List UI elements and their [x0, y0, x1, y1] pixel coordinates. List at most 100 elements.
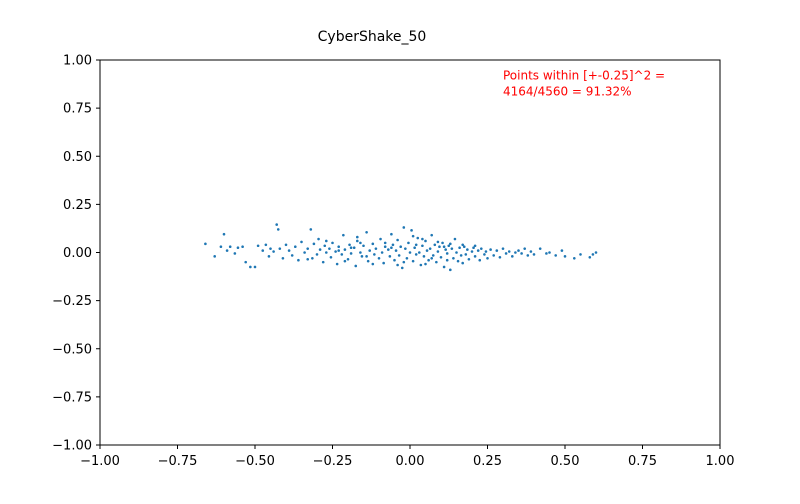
data-point	[276, 228, 280, 231]
data-point	[331, 241, 334, 245]
data-point	[424, 262, 427, 266]
x-axis: −1.00 −0.75 −0.50 −0.25 0.00 0.25 0.50 0.75 1.00	[80, 445, 734, 469]
data-point	[504, 252, 508, 255]
data-point	[579, 253, 582, 256]
data-point	[249, 265, 252, 269]
data-point	[431, 254, 435, 257]
data-point	[383, 241, 387, 245]
data-point	[430, 233, 434, 237]
x-tick-label: −1.00	[80, 454, 120, 469]
y-tick-label: −0.75	[52, 390, 92, 405]
data-point	[523, 247, 526, 250]
data-point	[492, 254, 496, 257]
data-point	[396, 263, 399, 267]
data-point	[377, 256, 381, 260]
data-point	[261, 249, 265, 252]
data-point	[294, 245, 297, 249]
data-point	[343, 248, 347, 251]
data-point	[383, 245, 387, 249]
data-point	[400, 266, 404, 270]
data-point	[495, 249, 499, 252]
data-point	[337, 245, 341, 249]
data-point	[456, 259, 460, 263]
data-point	[312, 242, 316, 246]
data-point	[476, 249, 480, 252]
data-point	[435, 260, 438, 264]
data-point	[368, 249, 372, 252]
data-point	[402, 226, 406, 229]
data-point	[467, 257, 471, 261]
data-point	[391, 243, 395, 247]
data-point	[517, 249, 520, 252]
data-point	[297, 258, 300, 262]
data-point	[256, 244, 260, 248]
data-point	[328, 247, 331, 250]
data-point	[287, 249, 291, 252]
data-point	[444, 248, 447, 251]
data-point	[315, 253, 319, 256]
y-tick-label: −0.50	[52, 342, 92, 357]
data-point	[374, 247, 378, 250]
data-point	[526, 254, 530, 257]
data-point	[325, 251, 328, 254]
x-tick-label: −0.50	[235, 454, 275, 469]
data-point	[484, 250, 488, 253]
data-point	[554, 254, 557, 257]
data-point	[563, 255, 567, 258]
data-point	[253, 265, 257, 269]
data-point	[470, 250, 474, 253]
y-tick-label: 0.00	[63, 246, 92, 261]
data-point	[416, 236, 420, 240]
data-point	[511, 255, 514, 258]
data-point	[424, 239, 427, 243]
data-point	[340, 253, 344, 256]
data-point	[228, 245, 232, 249]
data-point	[222, 232, 226, 236]
data-point	[410, 229, 413, 232]
data-point	[450, 247, 454, 250]
data-point	[236, 246, 240, 249]
data-point	[480, 247, 483, 250]
data-point	[483, 253, 486, 256]
data-point	[489, 248, 492, 251]
data-point	[349, 252, 353, 255]
data-point	[445, 258, 449, 262]
data-point	[507, 250, 511, 253]
data-point	[371, 242, 375, 246]
data-point	[343, 259, 347, 263]
data-point	[264, 243, 268, 247]
y-tick-label: 1.00	[63, 54, 92, 69]
data-point	[439, 256, 443, 259]
data-point	[342, 233, 345, 237]
data-point	[449, 242, 452, 246]
data-point	[458, 246, 461, 249]
data-point	[379, 237, 382, 241]
data-point	[335, 262, 339, 266]
data-point	[356, 235, 359, 239]
data-point	[359, 241, 362, 245]
data-point	[278, 247, 282, 250]
data-point	[449, 268, 452, 272]
data-point	[380, 251, 384, 254]
data-point	[560, 249, 564, 252]
data-point	[408, 251, 412, 254]
data-point	[573, 256, 576, 260]
data-point	[478, 258, 482, 262]
data-point	[269, 247, 272, 250]
data-point	[321, 260, 325, 264]
data-point	[337, 249, 341, 252]
data-points	[204, 223, 598, 272]
data-point	[421, 244, 424, 248]
data-point	[318, 248, 322, 251]
data-point	[486, 256, 489, 260]
data-point	[529, 250, 533, 253]
data-point	[464, 253, 468, 256]
annotation: Points within [+-0.25]^2 = 4164/4560 = 91…	[503, 68, 665, 98]
annotation-line: Points within [+-0.25]^2 =	[503, 68, 665, 82]
data-point	[365, 255, 368, 258]
data-point	[428, 247, 432, 250]
data-point	[473, 255, 477, 258]
data-point	[397, 254, 401, 257]
